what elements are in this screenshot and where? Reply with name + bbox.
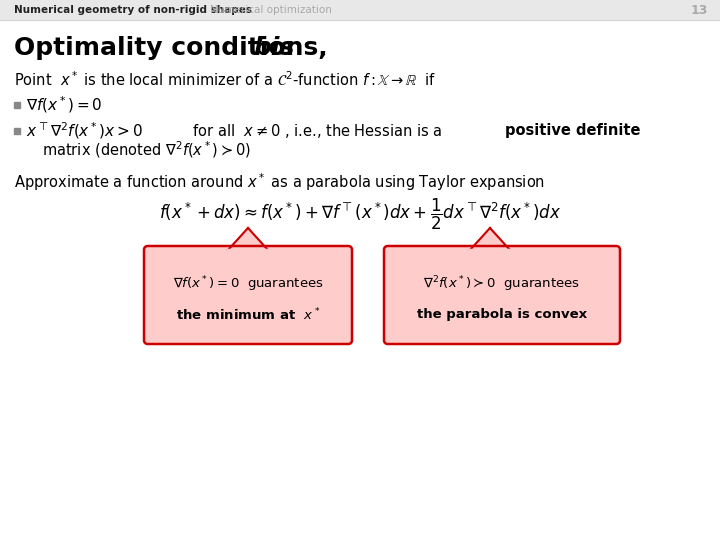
Text: the minimum at  $x^*$: the minimum at $x^*$ xyxy=(176,307,320,323)
Text: Point  $x^*$ is the local minimizer of a $\mathcal{C}^2$-function $f : \mathbb{X: Point $x^*$ is the local minimizer of a … xyxy=(14,71,436,89)
Bar xyxy=(0,0,720,20)
Text: $x^\top \nabla^2 f(x^*)x > 0$: $x^\top \nabla^2 f(x^*)x > 0$ xyxy=(26,120,143,141)
Bar xyxy=(14,128,20,134)
FancyBboxPatch shape xyxy=(384,246,620,344)
Text: bis: bis xyxy=(253,36,294,60)
Text: $\nabla f(x^*) = 0$: $\nabla f(x^*) = 0$ xyxy=(26,94,102,116)
Text: matrix (denoted $\nabla^2 f(x^*) \succ 0$): matrix (denoted $\nabla^2 f(x^*) \succ 0… xyxy=(42,140,251,160)
Text: Optimality conditions,: Optimality conditions, xyxy=(14,36,336,60)
Text: Numerical optimization: Numerical optimization xyxy=(210,5,332,15)
Text: for all  $x \neq 0$ , i.e., the Hessian is a: for all $x \neq 0$ , i.e., the Hessian i… xyxy=(188,122,444,140)
Text: the parabola is convex: the parabola is convex xyxy=(417,308,587,321)
Text: Numerical geometry of non-rigid shapes: Numerical geometry of non-rigid shapes xyxy=(14,5,252,15)
Text: 13: 13 xyxy=(690,3,708,17)
Polygon shape xyxy=(228,228,268,250)
FancyBboxPatch shape xyxy=(144,246,352,344)
Text: Approximate a function around $x^*$ as a parabola using Taylor expansion: Approximate a function around $x^*$ as a… xyxy=(14,171,545,193)
Text: $\nabla f(x^*) = 0$  guarantees: $\nabla f(x^*) = 0$ guarantees xyxy=(173,274,323,294)
Bar xyxy=(14,102,20,108)
Text: $\nabla^2 f(x^*) \succ 0$  guarantees: $\nabla^2 f(x^*) \succ 0$ guarantees xyxy=(423,274,580,294)
Text: $f(x^* + dx) \approx f(x^*) + \nabla f^\top(x^*)dx + \dfrac{1}{2}dx^\top \nabla^: $f(x^* + dx) \approx f(x^*) + \nabla f^\… xyxy=(159,197,561,232)
Polygon shape xyxy=(470,228,510,250)
Text: positive definite: positive definite xyxy=(505,124,641,138)
